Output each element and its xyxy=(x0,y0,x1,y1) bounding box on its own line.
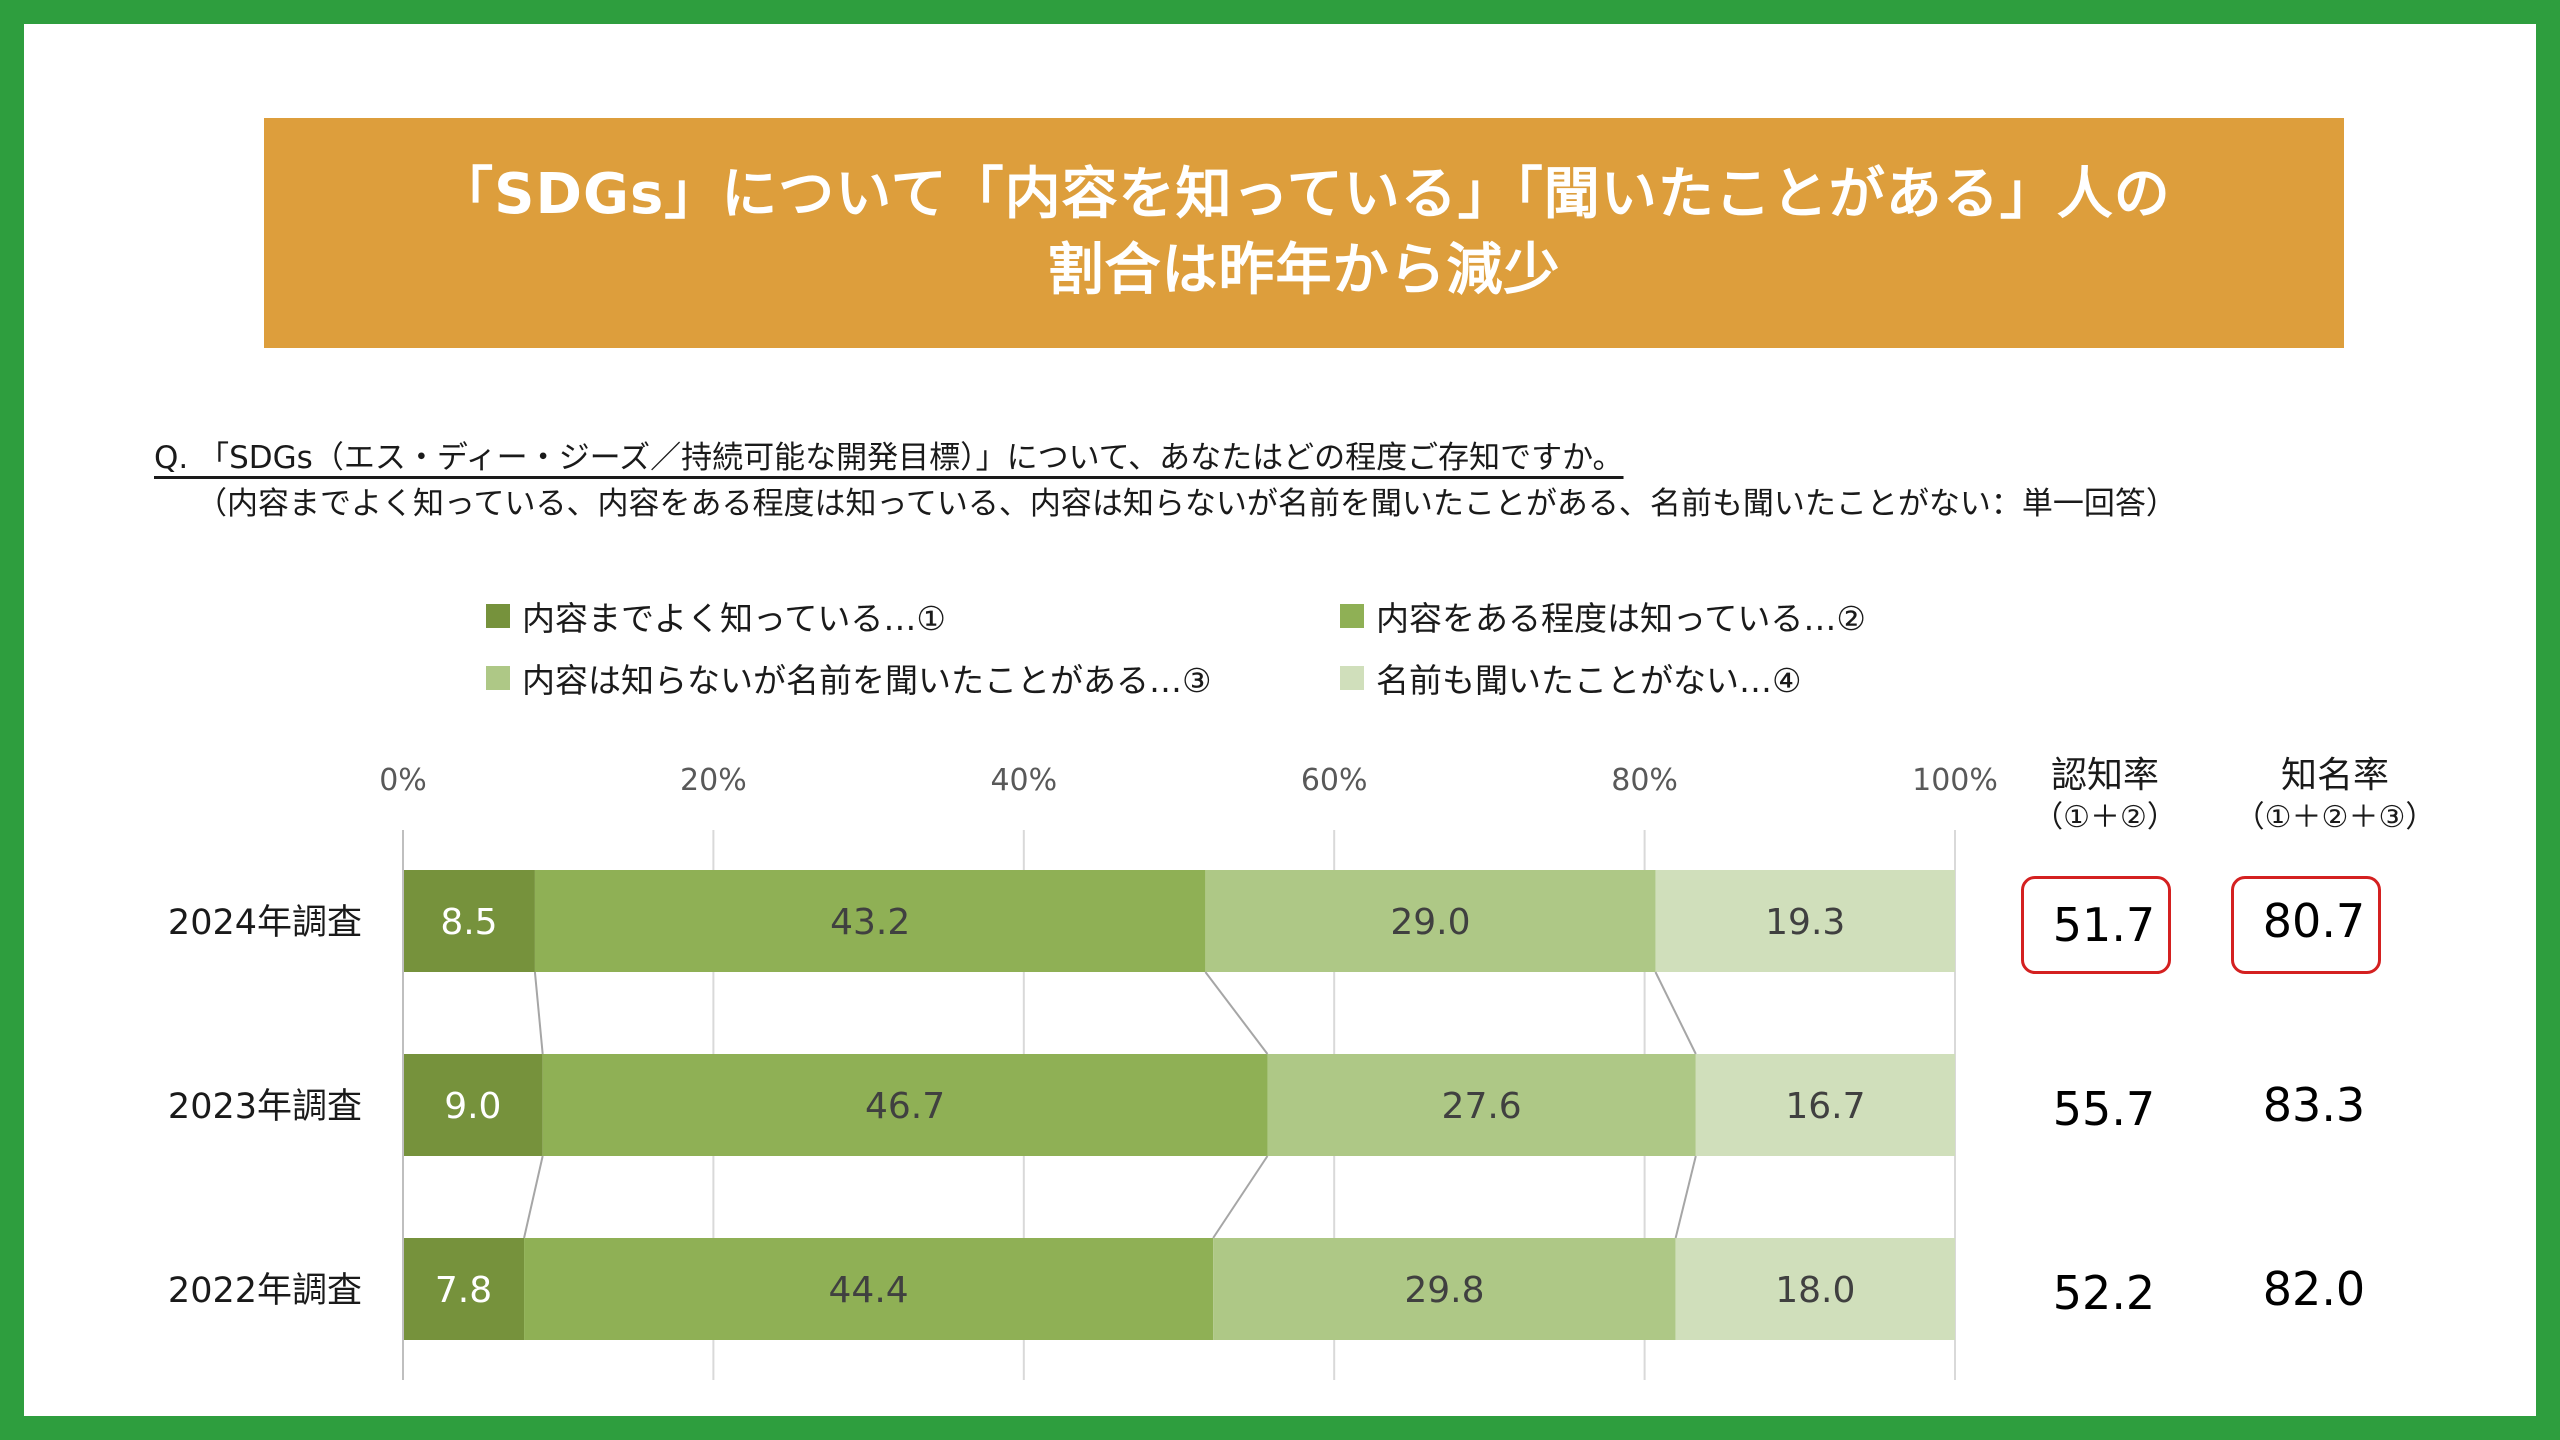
awareness-rate-title: 認知率 xyxy=(2050,755,2159,796)
category-label: 2024年調査 xyxy=(168,903,362,943)
series-connector-line xyxy=(1212,1155,1269,1239)
awareness-rate-value: 52.2 xyxy=(2053,1266,2155,1320)
recognition-rate-formula: （①＋②＋③） xyxy=(2234,800,2436,835)
title-line-2: 割合は昨年から減少 xyxy=(1047,238,1561,303)
series-connector-line xyxy=(1674,1155,1697,1239)
bar-segment xyxy=(1213,1238,1676,1340)
bar-data-label: 44.4 xyxy=(829,1270,909,1311)
legend-swatch-4 xyxy=(1340,666,1364,690)
recognition-rate-title: 知名率 xyxy=(2280,755,2389,796)
category-label: 2023年調査 xyxy=(168,1087,362,1127)
awareness-rate-value: 55.7 xyxy=(2053,1082,2155,1136)
bar-segment xyxy=(1675,1238,1955,1340)
bar-data-label: 9.0 xyxy=(444,1086,501,1127)
bar-data-label: 29.0 xyxy=(1390,902,1470,943)
legend-item-1: 内容までよく知っている…① xyxy=(486,592,946,640)
bar-data-label: 43.2 xyxy=(830,902,910,943)
title-banner: 「SDGs」について「内容を知っている」「聞いたことがある」人の 割合は昨年から… xyxy=(264,118,2344,348)
legend-swatch-1 xyxy=(486,604,510,628)
legend-swatch-2 xyxy=(1340,604,1364,628)
series-connector-line xyxy=(523,1155,544,1239)
series-connector-line xyxy=(533,971,544,1055)
question-note: （内容までよく知っている、内容をある程度は知っている、内容は知らないが名前を聞い… xyxy=(196,486,2177,522)
bar-data-label: 8.5 xyxy=(440,902,497,943)
category-label: 2022年調査 xyxy=(168,1271,362,1311)
bar-data-label: 18.0 xyxy=(1775,1270,1855,1311)
awareness-rate-value: 51.7 xyxy=(2053,898,2155,952)
series-connector-line xyxy=(1204,971,1269,1055)
x-tick-label: 60% xyxy=(1301,763,1368,798)
bar-data-label: 29.8 xyxy=(1404,1270,1484,1311)
legend-item-2: 内容をある程度は知っている…② xyxy=(1340,592,1866,640)
x-tick-label: 80% xyxy=(1611,763,1678,798)
bar-segment xyxy=(1695,1054,1955,1156)
question-text: Q. 「SDGs（エス・ディー・ジーズ／持続可能な開発目標）」について、あなたは… xyxy=(154,440,1624,476)
awareness-rate-formula: （①＋②） xyxy=(2033,800,2177,835)
bar-data-label: 7.8 xyxy=(435,1270,492,1311)
x-tick-label: 40% xyxy=(990,763,1057,798)
awareness-rate-header: 認知率 （①＋②） xyxy=(2015,754,2195,838)
recognition-rate-value: 80.7 xyxy=(2263,894,2365,948)
legend-swatch-3 xyxy=(486,666,510,690)
legend-label-4: 名前も聞いたことがない…④ xyxy=(1376,661,1802,700)
bar-segment xyxy=(403,1054,543,1156)
legend-label-1: 内容までよく知っている…① xyxy=(522,599,946,638)
bar-data-label: 46.7 xyxy=(865,1086,945,1127)
bar-segment xyxy=(524,1238,1214,1340)
series-connector-line xyxy=(1654,971,1697,1055)
x-tick-label: 100% xyxy=(1912,763,1998,798)
x-tick-label: 0% xyxy=(379,763,427,798)
legend-label-3: 内容は知らないが名前を聞いたことがある…③ xyxy=(522,661,1212,700)
bar-segment xyxy=(542,1054,1268,1156)
recognition-rate-value: 82.0 xyxy=(2263,1262,2365,1316)
recognition-rate-header: 知名率 （①＋②＋③） xyxy=(2205,754,2465,838)
recognition-rate-value: 83.3 xyxy=(2263,1078,2365,1132)
legend-item-4: 名前も聞いたことがない…④ xyxy=(1340,654,1802,702)
awareness-rate-highlight-box xyxy=(2021,876,2171,974)
bar-data-label: 27.6 xyxy=(1442,1086,1522,1127)
bar-data-label: 19.3 xyxy=(1765,902,1845,943)
bar-segment xyxy=(534,870,1206,972)
bar-data-label: 16.7 xyxy=(1785,1086,1865,1127)
bar-segment xyxy=(403,1238,525,1340)
legend-label-2: 内容をある程度は知っている…② xyxy=(1376,599,1866,638)
title-line-1: 「SDGs」について「内容を知っている」「聞いたことがある」人の xyxy=(437,162,2171,227)
x-tick-label: 20% xyxy=(680,763,747,798)
bar-segment xyxy=(1267,1054,1696,1156)
recognition-rate-highlight-box xyxy=(2231,876,2381,974)
legend-item-3: 内容は知らないが名前を聞いたことがある…③ xyxy=(486,654,1212,702)
bar-segment xyxy=(1205,870,1656,972)
bar-segment xyxy=(403,870,535,972)
bar-segment xyxy=(1655,870,1955,972)
